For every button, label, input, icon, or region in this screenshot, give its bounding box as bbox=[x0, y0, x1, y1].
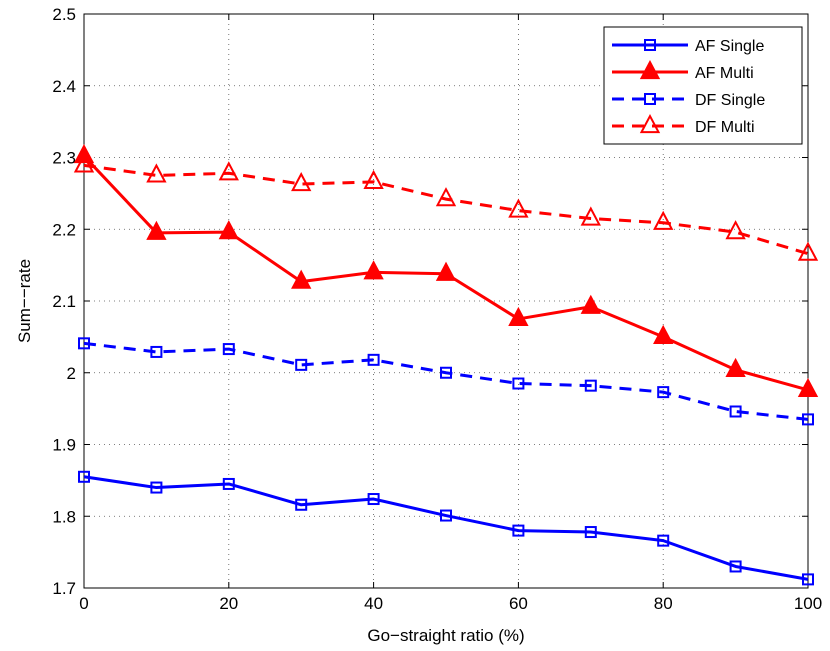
y-tick-label: 2.5 bbox=[52, 5, 76, 24]
legend-marker bbox=[639, 113, 661, 134]
data-point-marker bbox=[657, 534, 670, 547]
data-point-marker bbox=[657, 386, 670, 399]
series-af-single bbox=[78, 470, 814, 586]
legend-marker bbox=[644, 39, 656, 51]
data-point-marker bbox=[73, 153, 95, 173]
data-point-marker bbox=[725, 357, 746, 377]
series-line bbox=[83, 341, 809, 421]
data-point-marker bbox=[367, 353, 380, 366]
series-af-multi bbox=[73, 144, 819, 398]
data-point-marker bbox=[222, 477, 235, 490]
series-df-single bbox=[78, 337, 814, 426]
legend-label: AF Multi bbox=[695, 65, 754, 82]
x-axis-label: Go−straight ratio (%) bbox=[367, 626, 524, 645]
data-point-marker bbox=[367, 493, 380, 506]
data-point-marker bbox=[440, 509, 452, 522]
data-point-marker bbox=[291, 269, 312, 289]
data-point-marker bbox=[580, 294, 601, 314]
data-point-marker bbox=[218, 161, 239, 181]
data-point-marker bbox=[797, 377, 819, 398]
data-point-marker bbox=[802, 573, 814, 586]
data-point-marker bbox=[512, 524, 525, 537]
data-point-marker bbox=[222, 343, 235, 356]
data-point-marker bbox=[295, 498, 308, 511]
series-line bbox=[83, 163, 809, 256]
data-point-marker bbox=[580, 206, 601, 226]
data-point-marker bbox=[435, 187, 457, 207]
data-point-marker bbox=[146, 220, 167, 240]
data-point-marker bbox=[218, 220, 239, 240]
data-point-marker bbox=[363, 169, 384, 189]
x-tick-label: 60 bbox=[509, 594, 528, 613]
series-df-multi bbox=[73, 153, 819, 261]
data-point-marker bbox=[150, 345, 163, 358]
data-point-marker bbox=[797, 241, 819, 261]
data-point-marker bbox=[146, 163, 167, 183]
data-point-marker bbox=[150, 481, 163, 494]
x-tick-label: 80 bbox=[654, 594, 673, 613]
y-tick-label: 2.2 bbox=[52, 220, 76, 239]
data-point-marker bbox=[78, 470, 90, 483]
data-point-marker bbox=[508, 306, 529, 327]
data-point-marker bbox=[440, 366, 452, 379]
data-point-marker bbox=[729, 560, 742, 573]
data-point-marker bbox=[512, 377, 525, 390]
axis-ticks: 0 20 40 60 80 100 1.7 1.8 1.9 2 2.1 2.2 2.3 2.4 2.5 bbox=[52, 5, 822, 613]
legend-label: AF Single bbox=[695, 38, 764, 55]
y-tick-label: 1.7 bbox=[52, 579, 76, 598]
series-line bbox=[83, 475, 809, 581]
legend-marker bbox=[644, 93, 656, 105]
y-axis-label: Sum−−rate bbox=[15, 259, 34, 343]
data-point-marker bbox=[653, 324, 674, 344]
y-tick-label: 1.9 bbox=[52, 436, 76, 455]
data-point-marker bbox=[295, 358, 308, 371]
y-tick-label: 2.1 bbox=[52, 292, 76, 311]
x-tick-label: 20 bbox=[219, 594, 238, 613]
data-point-marker bbox=[653, 210, 674, 230]
legend: AF Single AF Multi DF Single DF Multi bbox=[603, 26, 803, 145]
data-point-marker bbox=[802, 413, 814, 426]
data-point-marker bbox=[729, 405, 742, 418]
x-tick-label: 100 bbox=[794, 594, 822, 613]
data-point-marker bbox=[508, 198, 529, 218]
y-tick-label: 2.4 bbox=[52, 77, 76, 96]
x-tick-label: 40 bbox=[364, 594, 383, 613]
y-tick-label: 2 bbox=[67, 364, 76, 383]
x-tick-label: 0 bbox=[79, 594, 88, 613]
legend-marker bbox=[639, 59, 661, 80]
y-tick-label: 1.8 bbox=[52, 507, 76, 526]
data-point-marker bbox=[584, 526, 597, 539]
data-point-marker bbox=[725, 220, 746, 240]
data-point-marker bbox=[363, 260, 384, 280]
data-point-marker bbox=[78, 337, 90, 350]
series-group bbox=[73, 144, 819, 586]
data-point-marker bbox=[584, 379, 597, 392]
y-tick-label: 2.3 bbox=[52, 149, 76, 168]
legend-label: DF Multi bbox=[695, 119, 755, 136]
legend-label: DF Single bbox=[695, 92, 765, 109]
data-point-marker bbox=[435, 261, 457, 281]
data-point-marker bbox=[291, 171, 312, 192]
